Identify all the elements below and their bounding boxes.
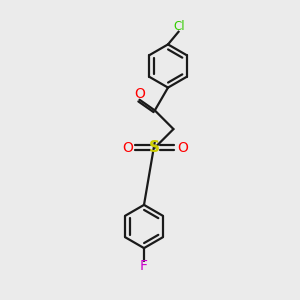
Text: Cl: Cl <box>174 20 185 34</box>
Text: S: S <box>149 140 160 155</box>
Text: O: O <box>177 141 188 155</box>
Text: O: O <box>134 87 145 101</box>
Text: F: F <box>140 259 148 273</box>
Text: O: O <box>122 141 133 155</box>
